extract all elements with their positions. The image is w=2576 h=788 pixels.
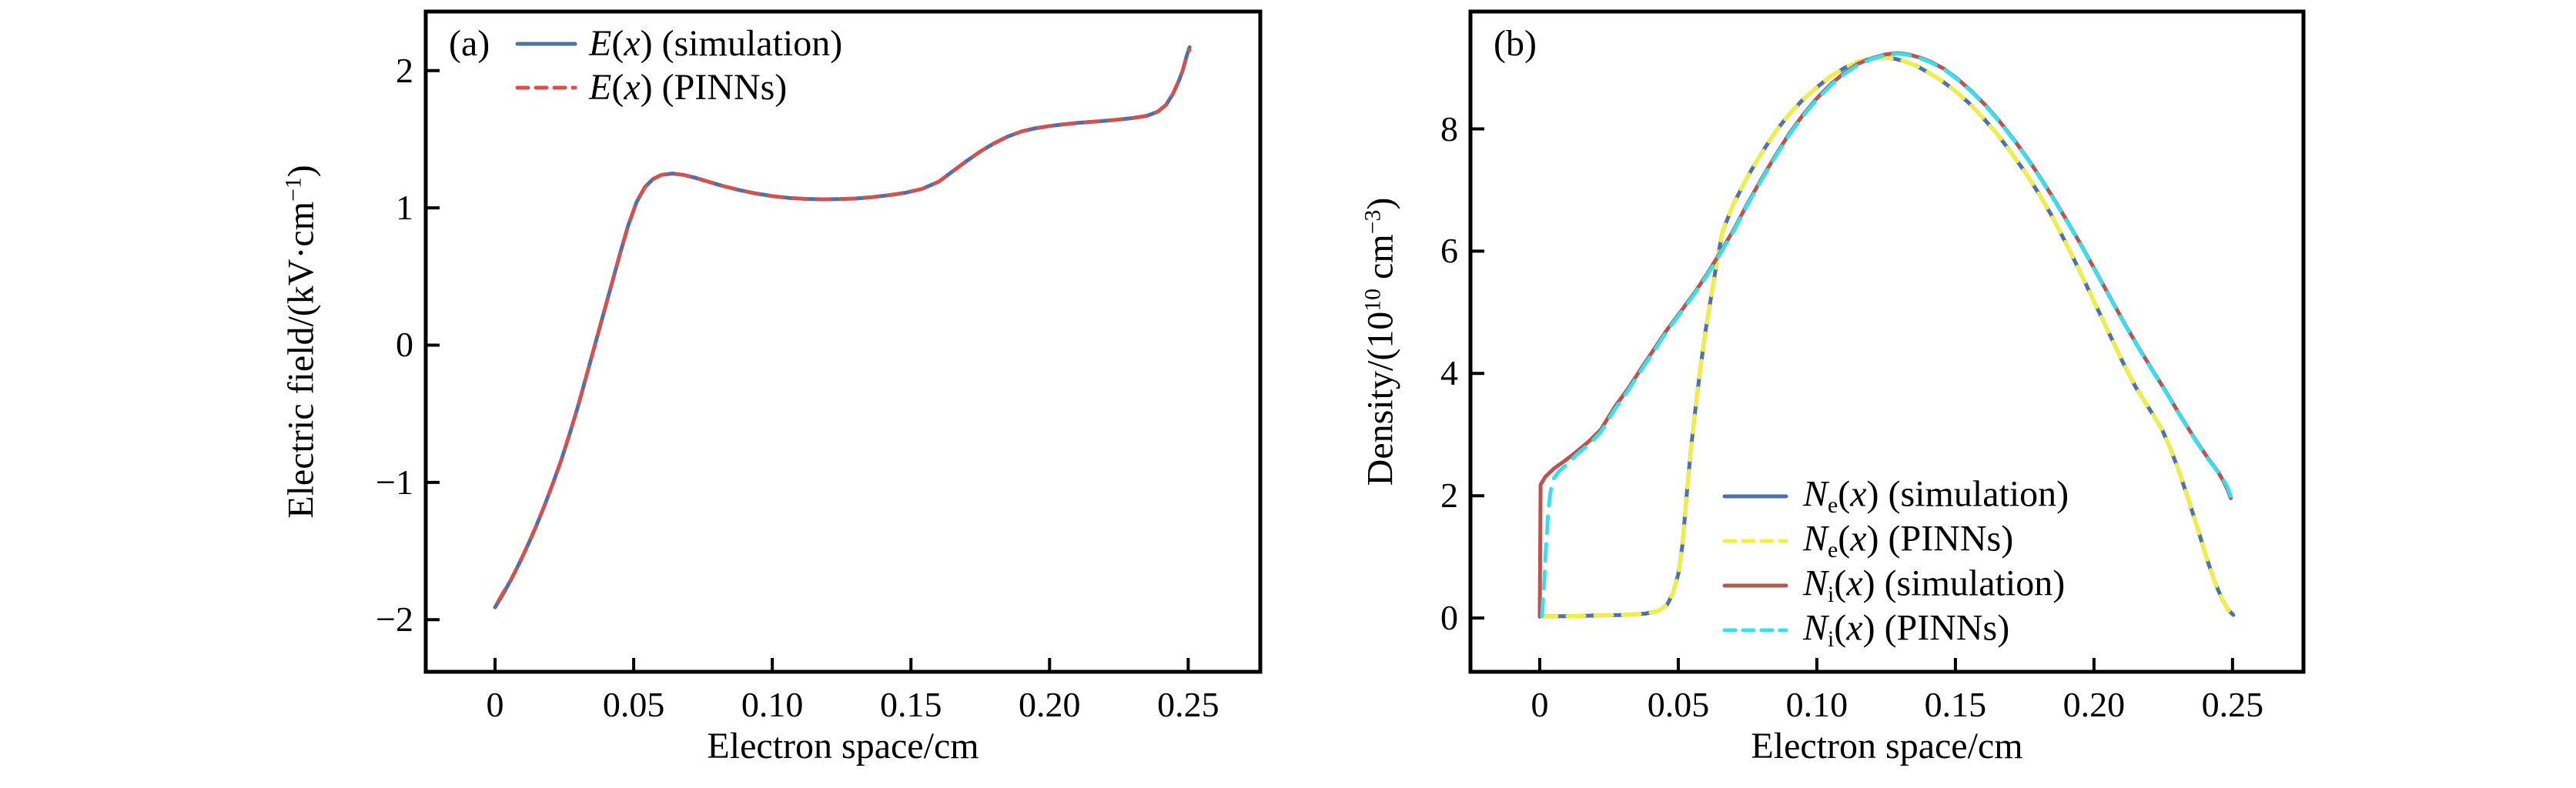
y-tick-label: 0 xyxy=(1440,598,1458,638)
x-tick-label: 0.15 xyxy=(879,685,942,724)
x-tick-label: 0.20 xyxy=(2062,685,2126,724)
y-tick-label: 1 xyxy=(396,188,413,228)
x-tick-label: 0.05 xyxy=(1647,685,1710,724)
y-tick-label: 6 xyxy=(1440,231,1458,271)
x-tick-label: 0 xyxy=(486,685,504,724)
y-tick-label: −1 xyxy=(376,462,413,502)
x-tick-label: 0.10 xyxy=(1785,685,1848,724)
y-tick-label: 2 xyxy=(1440,476,1458,516)
y-tick-label: 8 xyxy=(1440,109,1458,149)
y-tick-label: −2 xyxy=(376,599,413,639)
legend-label-Ni-pinns: Ni(x) (PINNs) xyxy=(1803,607,2010,652)
x-tick-label: 0.20 xyxy=(1019,685,1081,724)
y-tick-label: 0 xyxy=(396,325,413,365)
panel-b-x-axis-label: Electron space/cm xyxy=(1751,726,2023,766)
y-tick-label: 4 xyxy=(1440,353,1458,393)
x-tick-label: 0.10 xyxy=(741,685,804,724)
x-tick-label: 0.15 xyxy=(1924,685,1987,724)
legend-label-Ne-pinns: Ne(x) (PINNs) xyxy=(1803,518,2014,563)
legend-label-E-pinns: E(x) (PINNs) xyxy=(589,67,788,108)
x-tick-label: 0.05 xyxy=(602,685,665,724)
legend-label-Ni-simulation: Ni(x) (simulation) xyxy=(1803,563,2066,607)
x-tick-label: 0.25 xyxy=(2201,685,2264,724)
panel-a-x-axis-label: Electron space/cm xyxy=(707,726,979,766)
legend-label-Ne-simulation: Ne(x) (simulation) xyxy=(1803,473,2069,518)
legend-label-E-simulation: E(x) (simulation) xyxy=(589,23,843,64)
panel-a-tag: (a) xyxy=(449,23,490,64)
y-tick-label: 2 xyxy=(396,50,413,90)
x-tick-label: 0.25 xyxy=(1157,685,1219,724)
x-tick-label: 0 xyxy=(1531,685,1549,724)
panel-b-tag: (b) xyxy=(1494,23,1537,64)
